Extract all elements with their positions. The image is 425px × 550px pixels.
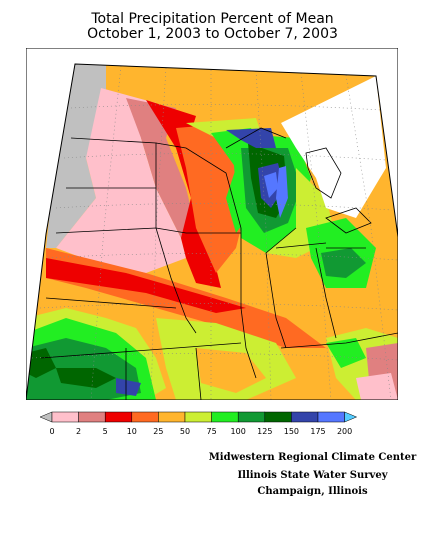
- legend-arrow-high: [344, 411, 358, 423]
- legend-swatch: [237, 411, 266, 423]
- legend-tick-label: 150: [284, 427, 299, 436]
- legend-arrow-low: [40, 411, 53, 423]
- legend-tick-label: 10: [127, 427, 137, 436]
- precipitation-map: [26, 48, 398, 400]
- credit-isws: Illinois State Water Survey: [237, 470, 388, 481]
- legend-swatch: [317, 411, 345, 423]
- credit-mrcc: Midwestern Regional Climate Center: [208, 452, 417, 463]
- legend-swatch: [264, 411, 292, 423]
- legend-tick-label: 125: [257, 427, 272, 436]
- legend-tick-label: 5: [103, 427, 108, 436]
- map-border: [26, 63, 398, 400]
- legend-swatch: [104, 411, 133, 423]
- map-date-range: October 1, 2003 to October 7, 2003: [87, 26, 338, 42]
- legend-tick-label: 75: [207, 427, 217, 436]
- legend-tick-label: 0: [49, 427, 54, 436]
- legend-tick-label: 50: [180, 427, 190, 436]
- legend-swatch: [291, 411, 319, 423]
- state-boundaries: [40, 127, 398, 400]
- legend-swatch: [51, 411, 79, 423]
- legend-tick-label: 25: [153, 427, 163, 436]
- legend-swatch: [131, 411, 159, 423]
- legend-tick-label: 175: [310, 427, 325, 436]
- legend-swatch: [78, 411, 106, 423]
- credit-location: Champaign, Illinois: [257, 486, 368, 497]
- legend-swatch: [211, 411, 239, 423]
- color-legend: 0 2 5 10 25 50 75 100 125 150 175 200: [40, 411, 358, 436]
- legend-swatch: [184, 411, 212, 423]
- legend-swatch: [158, 411, 186, 423]
- legend-tick-label: 100: [231, 427, 246, 436]
- legend-tick-label: 200: [337, 427, 352, 436]
- map-title: Total Precipitation Percent of Mean: [91, 11, 334, 27]
- legend-tick-label: 2: [76, 427, 81, 436]
